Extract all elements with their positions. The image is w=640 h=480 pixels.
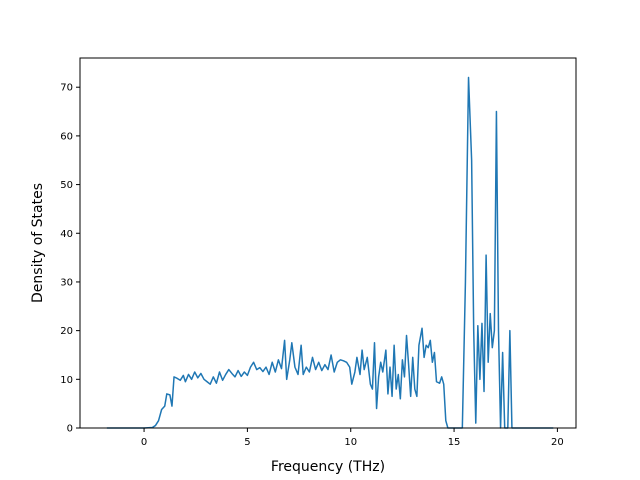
x-axis: 0 5 10 15 20 — [141, 428, 564, 448]
x-tick-label: 5 — [244, 437, 250, 448]
y-tick-label: 30 — [60, 277, 73, 288]
dos-series-line — [106, 76, 554, 429]
x-axis-label: Frequency (THz) — [271, 459, 385, 475]
x-tick-label: 20 — [551, 437, 564, 448]
y-tick-label: 40 — [60, 229, 73, 240]
y-tick-label: 0 — [67, 424, 73, 435]
x-tick-label: 10 — [344, 437, 357, 448]
y-tick-label: 60 — [60, 131, 73, 142]
y-tick-label: 20 — [60, 326, 73, 337]
y-axis: 0 10 20 30 40 50 60 70 — [60, 83, 80, 435]
y-axis-label: Density of States — [30, 183, 46, 303]
plot-frame — [79, 57, 577, 429]
y-tick-label: 70 — [60, 83, 73, 94]
series-layer — [106, 76, 554, 429]
y-tick-label: 50 — [60, 180, 73, 191]
x-tick-label: 0 — [141, 437, 147, 448]
y-tick-label: 10 — [60, 375, 73, 386]
x-tick-label: 15 — [448, 437, 461, 448]
